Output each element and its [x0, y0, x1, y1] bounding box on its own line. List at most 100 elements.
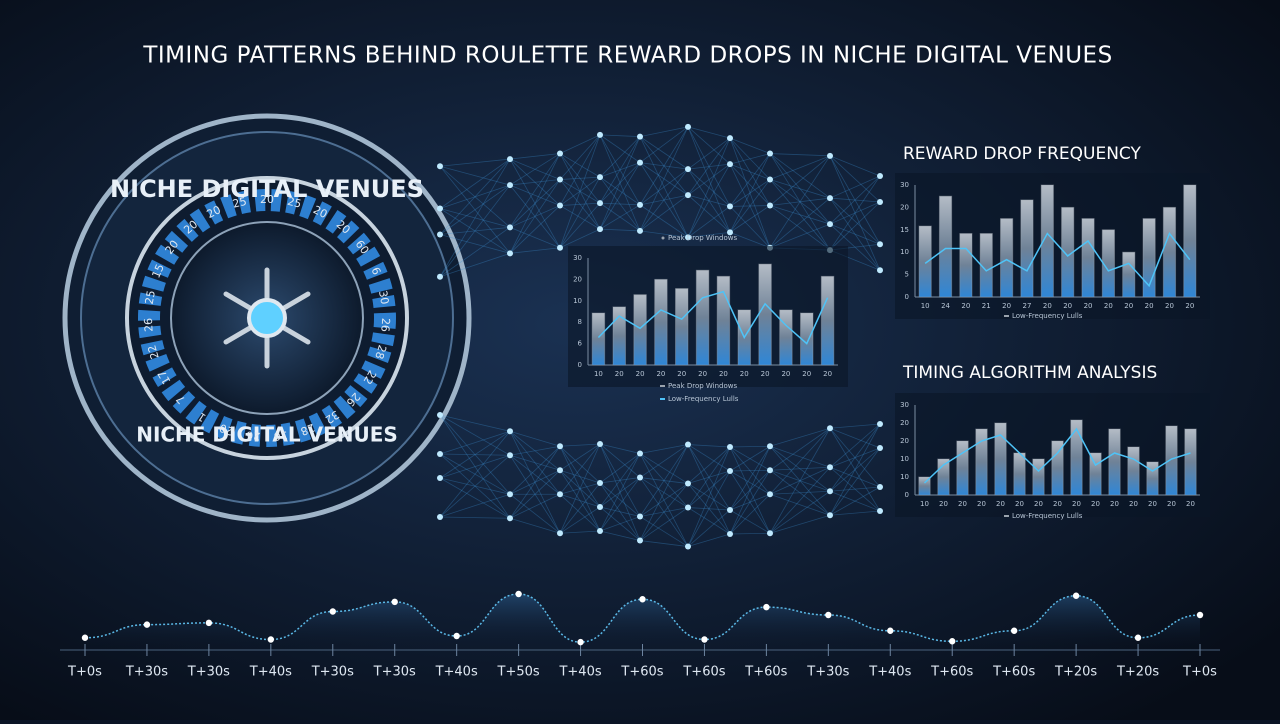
y-tick-label: 20 — [900, 419, 909, 427]
network-node — [877, 241, 883, 247]
network-node — [727, 531, 733, 537]
network-node — [507, 452, 513, 458]
x-tick-label: T+60s — [930, 665, 973, 680]
bar — [780, 310, 793, 365]
network-node — [597, 174, 603, 180]
bar — [1001, 219, 1013, 297]
x-tick-label: 20 — [961, 302, 970, 310]
data-point — [1011, 628, 1017, 634]
bar — [1090, 453, 1101, 495]
network-node — [727, 203, 733, 209]
x-tick-label: 20 — [996, 500, 1005, 508]
data-point — [144, 621, 150, 627]
data-point — [330, 608, 336, 614]
network-node — [507, 515, 513, 521]
y-tick-label: 10 — [900, 473, 909, 481]
bar — [634, 295, 647, 365]
data-point — [206, 620, 212, 626]
data-point — [268, 636, 274, 642]
y-tick-label: 6 — [578, 340, 583, 348]
x-tick-label: 20 — [656, 370, 665, 378]
x-tick-label: T+30s — [187, 665, 230, 680]
network-node — [637, 538, 643, 544]
network-node — [437, 274, 443, 280]
network-node — [637, 202, 643, 208]
network-node — [827, 512, 833, 518]
network-node — [597, 200, 603, 206]
network-node — [827, 221, 833, 227]
x-tick-label: T+50s — [497, 665, 540, 680]
bar — [976, 429, 987, 495]
data-point — [82, 635, 88, 641]
x-tick-label: 20 — [719, 370, 728, 378]
network-node — [437, 514, 443, 520]
x-tick-label: T+60s — [744, 665, 787, 680]
network-node — [557, 530, 563, 536]
y-tick-label: 10 — [573, 297, 582, 305]
network-node — [437, 412, 443, 418]
x-tick-label: 27 — [1023, 302, 1032, 310]
x-tick-label: 20 — [958, 500, 967, 508]
network-node — [637, 160, 643, 166]
x-tick-label: T+60s — [992, 665, 1035, 680]
x-tick-label: 20 — [1072, 500, 1081, 508]
x-tick-label: 20 — [698, 370, 707, 378]
legend-label: Peak Drop Windows — [668, 234, 738, 242]
x-tick-label: 24 — [941, 302, 950, 310]
bar — [1128, 447, 1139, 495]
y-tick-label: 20 — [900, 203, 909, 211]
network-node — [727, 444, 733, 450]
x-tick-label: 20 — [1148, 500, 1157, 508]
network-node — [685, 544, 691, 550]
y-tick-label: 0 — [905, 491, 909, 499]
network-node — [685, 166, 691, 172]
data-point — [1073, 593, 1079, 599]
network-node — [877, 484, 883, 490]
wheel-number: 25 — [143, 289, 158, 305]
page-title: TIMING PATTERNS BEHIND ROULETTE REWARD D… — [142, 43, 1112, 69]
bar — [919, 226, 931, 297]
chart-title: REWARD DROP FREQUENCY — [903, 144, 1141, 164]
network-node — [767, 467, 773, 473]
wheel-number: 30 — [376, 289, 391, 305]
network-node — [597, 226, 603, 232]
bar — [1185, 429, 1196, 495]
network-node — [877, 421, 883, 427]
network-node — [597, 480, 603, 486]
network-node — [685, 505, 691, 511]
network-node — [507, 250, 513, 256]
x-tick-label: 20 — [939, 500, 948, 508]
y-tick-label: 5 — [905, 271, 909, 279]
legend-swatch — [1004, 515, 1009, 517]
y-tick-label: 10 — [900, 248, 909, 256]
data-point — [825, 612, 831, 618]
network-node — [727, 161, 733, 167]
bar — [1123, 252, 1135, 297]
x-tick-label: 20 — [1145, 302, 1154, 310]
x-tick-label: 20 — [1043, 302, 1052, 310]
network-node — [877, 199, 883, 205]
x-tick-label: 20 — [1110, 500, 1119, 508]
network-node — [637, 451, 643, 457]
y-tick-label: 30 — [573, 254, 582, 262]
x-tick-label: 20 — [1185, 302, 1194, 310]
x-tick-label: 20 — [1053, 500, 1062, 508]
bar — [1014, 453, 1025, 495]
network-node — [437, 451, 443, 457]
bar — [995, 423, 1006, 495]
y-tick-label: 8 — [578, 318, 582, 326]
x-tick-label: 20 — [1034, 500, 1043, 508]
x-tick-label: 20 — [615, 370, 624, 378]
network-node — [727, 507, 733, 513]
network-node — [597, 441, 603, 447]
network-node — [437, 163, 443, 169]
x-tick-label: T+0s — [1182, 665, 1217, 680]
wheel-number: 26 — [378, 318, 392, 333]
network-node — [557, 443, 563, 449]
bar — [821, 276, 834, 365]
legend-swatch — [660, 398, 665, 400]
network-node — [597, 504, 603, 510]
network-node — [727, 468, 733, 474]
legend-label: Low-Frequency Lulls — [668, 395, 739, 403]
data-point — [392, 599, 398, 605]
